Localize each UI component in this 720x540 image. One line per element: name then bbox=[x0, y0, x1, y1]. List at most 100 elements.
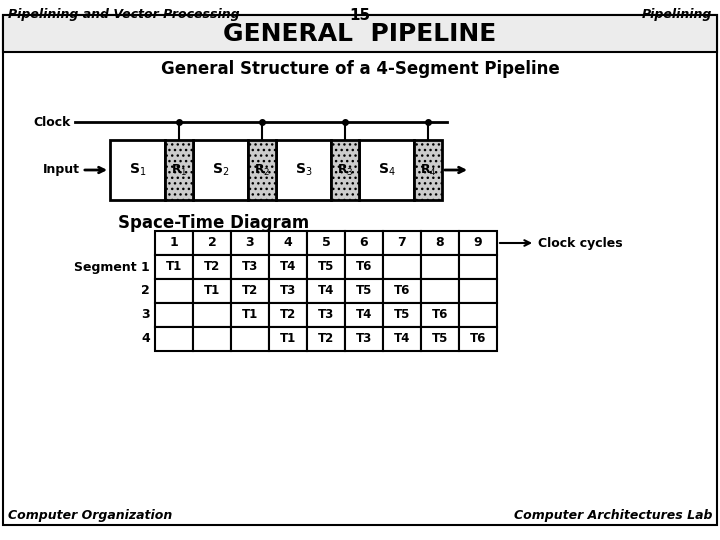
Text: 15: 15 bbox=[349, 8, 371, 23]
Bar bbox=[231, 255, 269, 279]
Text: 2: 2 bbox=[207, 237, 217, 249]
Text: T3: T3 bbox=[318, 308, 334, 321]
Bar bbox=[231, 303, 269, 327]
Text: S$_3$: S$_3$ bbox=[294, 162, 312, 178]
Text: 4: 4 bbox=[141, 333, 150, 346]
Bar bbox=[248, 140, 276, 200]
Bar bbox=[231, 231, 269, 255]
Text: T4: T4 bbox=[394, 333, 410, 346]
Bar bbox=[193, 140, 248, 200]
Bar bbox=[421, 279, 459, 303]
Bar bbox=[110, 140, 165, 200]
Bar bbox=[269, 255, 307, 279]
Text: Computer Architectures Lab: Computer Architectures Lab bbox=[513, 509, 712, 522]
Text: T5: T5 bbox=[356, 285, 372, 298]
Bar bbox=[307, 255, 345, 279]
Text: T4: T4 bbox=[356, 308, 372, 321]
Bar bbox=[155, 279, 193, 303]
Bar bbox=[307, 303, 345, 327]
Bar bbox=[459, 279, 497, 303]
Bar bbox=[421, 231, 459, 255]
Text: Input: Input bbox=[43, 164, 80, 177]
Bar bbox=[459, 231, 497, 255]
Text: 8: 8 bbox=[436, 237, 444, 249]
Text: GENERAL  PIPELINE: GENERAL PIPELINE bbox=[223, 22, 497, 46]
Bar bbox=[421, 327, 459, 351]
Bar bbox=[276, 140, 331, 200]
Text: 4: 4 bbox=[284, 237, 292, 249]
Bar bbox=[155, 255, 193, 279]
Bar bbox=[307, 231, 345, 255]
Bar bbox=[345, 279, 383, 303]
Bar bbox=[459, 255, 497, 279]
Text: T4: T4 bbox=[318, 285, 334, 298]
Bar bbox=[383, 327, 421, 351]
Text: 6: 6 bbox=[360, 237, 369, 249]
Bar bbox=[269, 327, 307, 351]
Text: T1: T1 bbox=[242, 308, 258, 321]
Bar bbox=[231, 279, 269, 303]
Text: R$_1$: R$_1$ bbox=[171, 163, 187, 178]
Text: T1: T1 bbox=[166, 260, 182, 273]
Text: Pipelining: Pipelining bbox=[642, 8, 712, 21]
Text: T3: T3 bbox=[280, 285, 296, 298]
Bar bbox=[414, 140, 442, 200]
Bar bbox=[193, 255, 231, 279]
Bar bbox=[155, 303, 193, 327]
Text: T6: T6 bbox=[470, 333, 486, 346]
Bar bbox=[383, 279, 421, 303]
Text: 7: 7 bbox=[397, 237, 406, 249]
Text: General Structure of a 4-Segment Pipeline: General Structure of a 4-Segment Pipelin… bbox=[161, 60, 559, 78]
Bar bbox=[193, 231, 231, 255]
Bar bbox=[307, 327, 345, 351]
Text: T2: T2 bbox=[242, 285, 258, 298]
Text: T2: T2 bbox=[204, 260, 220, 273]
Text: Clock cycles: Clock cycles bbox=[538, 237, 623, 249]
Text: R$_3$: R$_3$ bbox=[337, 163, 354, 178]
Bar bbox=[3, 15, 717, 52]
Bar bbox=[421, 303, 459, 327]
Text: T6: T6 bbox=[432, 308, 448, 321]
Bar bbox=[345, 255, 383, 279]
Text: 1: 1 bbox=[170, 237, 179, 249]
Bar bbox=[155, 231, 193, 255]
Text: T2: T2 bbox=[280, 308, 296, 321]
Text: T6: T6 bbox=[356, 260, 372, 273]
Text: T2: T2 bbox=[318, 333, 334, 346]
Text: S$_2$: S$_2$ bbox=[212, 162, 229, 178]
Bar bbox=[383, 231, 421, 255]
Bar bbox=[331, 140, 359, 200]
Text: T6: T6 bbox=[394, 285, 410, 298]
Bar bbox=[345, 231, 383, 255]
Text: 5: 5 bbox=[322, 237, 330, 249]
Text: T5: T5 bbox=[318, 260, 334, 273]
Text: T1: T1 bbox=[204, 285, 220, 298]
Bar bbox=[345, 303, 383, 327]
Text: Clock: Clock bbox=[34, 116, 71, 129]
Text: Space-Time Diagram: Space-Time Diagram bbox=[118, 214, 310, 232]
Bar bbox=[459, 303, 497, 327]
Bar bbox=[459, 327, 497, 351]
Bar bbox=[359, 140, 414, 200]
Text: T5: T5 bbox=[432, 333, 448, 346]
Text: T4: T4 bbox=[280, 260, 296, 273]
Text: T3: T3 bbox=[242, 260, 258, 273]
Bar bbox=[193, 303, 231, 327]
Text: S$_1$: S$_1$ bbox=[129, 162, 146, 178]
Bar bbox=[383, 255, 421, 279]
Text: Segment 1: Segment 1 bbox=[74, 260, 150, 273]
Text: 3: 3 bbox=[141, 308, 150, 321]
Bar bbox=[269, 231, 307, 255]
Bar bbox=[269, 303, 307, 327]
Bar bbox=[193, 327, 231, 351]
Text: T1: T1 bbox=[280, 333, 296, 346]
Text: R$_2$: R$_2$ bbox=[254, 163, 270, 178]
Bar bbox=[345, 327, 383, 351]
Bar bbox=[421, 255, 459, 279]
Text: T5: T5 bbox=[394, 308, 410, 321]
Bar bbox=[383, 303, 421, 327]
Bar bbox=[193, 279, 231, 303]
Bar bbox=[231, 327, 269, 351]
Text: Pipelining and Vector Processing: Pipelining and Vector Processing bbox=[8, 8, 240, 21]
Bar bbox=[155, 327, 193, 351]
